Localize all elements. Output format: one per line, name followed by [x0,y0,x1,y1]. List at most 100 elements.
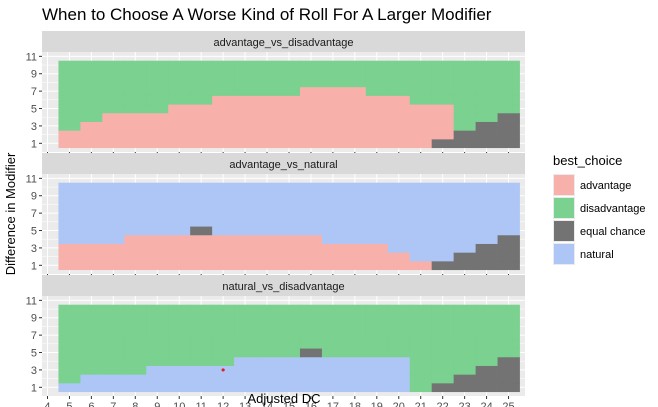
tile-disadvantage [431,365,455,375]
tile-advantage [365,104,389,114]
tile-advantage [387,112,411,122]
tile-natural [365,382,389,393]
tile-disadvantage [365,60,389,70]
tile-natural [212,226,235,236]
tile-disadvantage [146,339,169,349]
tile-advantage [299,138,323,149]
tile-disadvantage [168,339,191,349]
tile-advantage [278,130,301,140]
tile-natural [475,200,498,210]
tile-advantage [146,138,169,149]
tile-disadvantage [497,313,520,323]
tile-disadvantage [190,69,213,79]
tile-advantage [234,112,257,122]
tile-advantage [299,234,323,244]
tile-disadvantage [168,304,191,314]
tile-disadvantage [321,78,345,88]
tile-natural [168,217,191,227]
facet-strip-label: advantage_vs_natural [229,159,337,171]
tile-advantage [190,252,213,262]
tile-advantage [256,252,279,262]
panel-advantage_vs_disadvantage: advantage_vs_disadvantage135791145678910… [26,31,525,169]
tile-disadvantage [278,69,301,79]
tile-disadvantage [343,304,367,314]
tile-disadvantage [256,313,279,323]
tile-disadvantage [124,104,147,114]
tile-disadvantage [409,86,433,96]
tile-equal [497,374,520,384]
tile-natural [146,365,169,375]
x-tick-label: 18 [349,401,361,407]
tile-natural [387,356,411,366]
tile-advantage [102,243,125,253]
tile-disadvantage [124,322,147,332]
tile-disadvantage [497,348,520,358]
tile-natural [234,356,257,366]
tile-equal [453,374,477,384]
tile-natural [299,200,323,210]
tile-natural [321,200,345,210]
tile-disadvantage [431,322,455,332]
tile-natural [124,217,147,227]
data-point-marker [221,368,225,372]
tile-natural [168,191,191,201]
tile-advantage [256,243,279,253]
tile-disadvantage [124,330,147,340]
tile-advantage [168,104,191,114]
tile-advantage [80,252,103,262]
tile-natural [278,374,301,384]
tile-disadvantage [343,313,367,323]
tile-equal [475,252,498,262]
tile-advantage [124,252,147,262]
tile-advantage [256,234,279,244]
tile-advantage [343,86,367,96]
y-tick-label: 9 [31,313,37,325]
tile-natural [278,200,301,210]
tile-advantage [387,104,411,114]
y-tick-label: 3 [31,121,37,133]
y-tick-label: 1 [31,260,37,272]
facet-strip-label: natural_vs_disadvantage [222,281,344,293]
tile-advantage [321,112,345,122]
tile-advantage [146,234,169,244]
tile-natural [409,208,433,218]
tile-disadvantage [409,382,433,393]
tile-disadvantage [453,112,477,122]
tile-advantage [234,121,257,131]
tile-advantage [343,260,367,271]
y-tick-label: 11 [26,295,37,307]
tile-natural [58,200,81,210]
tile-disadvantage [256,339,279,349]
tile-natural [321,365,345,375]
tile-disadvantage [475,60,498,70]
tile-advantage [299,112,323,122]
tile-disadvantage [343,69,367,79]
tile-disadvantage [58,365,81,375]
tile-advantage [212,234,235,244]
tile-natural [146,374,169,384]
tile-advantage [80,260,103,271]
tile-disadvantage [431,60,455,70]
tile-disadvantage [497,322,520,332]
legend-item-advantage: advantage [553,174,631,196]
tile-advantage [212,121,235,131]
tile-natural [497,208,520,218]
heatmap-tiles [58,304,520,393]
tile-disadvantage [365,78,389,88]
tile-advantage [431,121,455,131]
tile-advantage [431,104,455,114]
tile-disadvantage [475,78,498,88]
tile-natural [278,356,301,366]
tile-natural [387,234,411,244]
tile-disadvantage [475,69,498,79]
tile-natural [80,200,103,210]
tile-natural [168,208,191,218]
tile-disadvantage [453,313,477,323]
tile-advantage [321,121,345,131]
tile-disadvantage [278,339,301,349]
tile-disadvantage [190,95,213,105]
tile-advantage [168,130,191,140]
tile-advantage [212,260,235,271]
tile-natural [299,191,323,201]
tile-disadvantage [475,304,498,314]
